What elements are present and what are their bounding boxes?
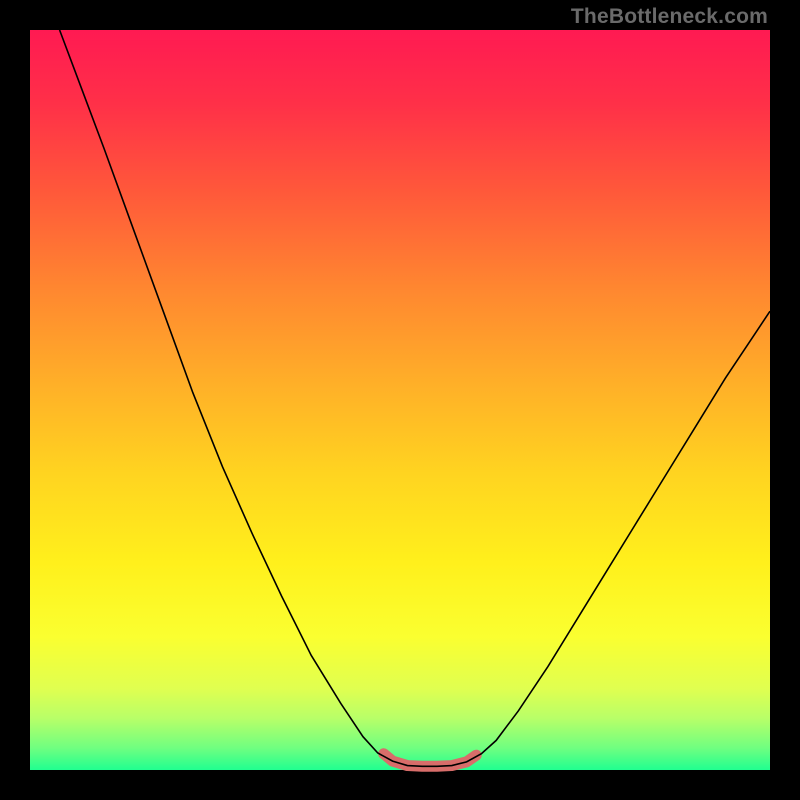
- watermark-text: TheBottleneck.com: [571, 5, 768, 29]
- trough-highlight: [384, 754, 477, 767]
- curve-overlay: [30, 30, 770, 770]
- bottleneck-curve: [60, 30, 770, 766]
- chart-container: { "watermark": { "text": "TheBottleneck.…: [0, 0, 800, 800]
